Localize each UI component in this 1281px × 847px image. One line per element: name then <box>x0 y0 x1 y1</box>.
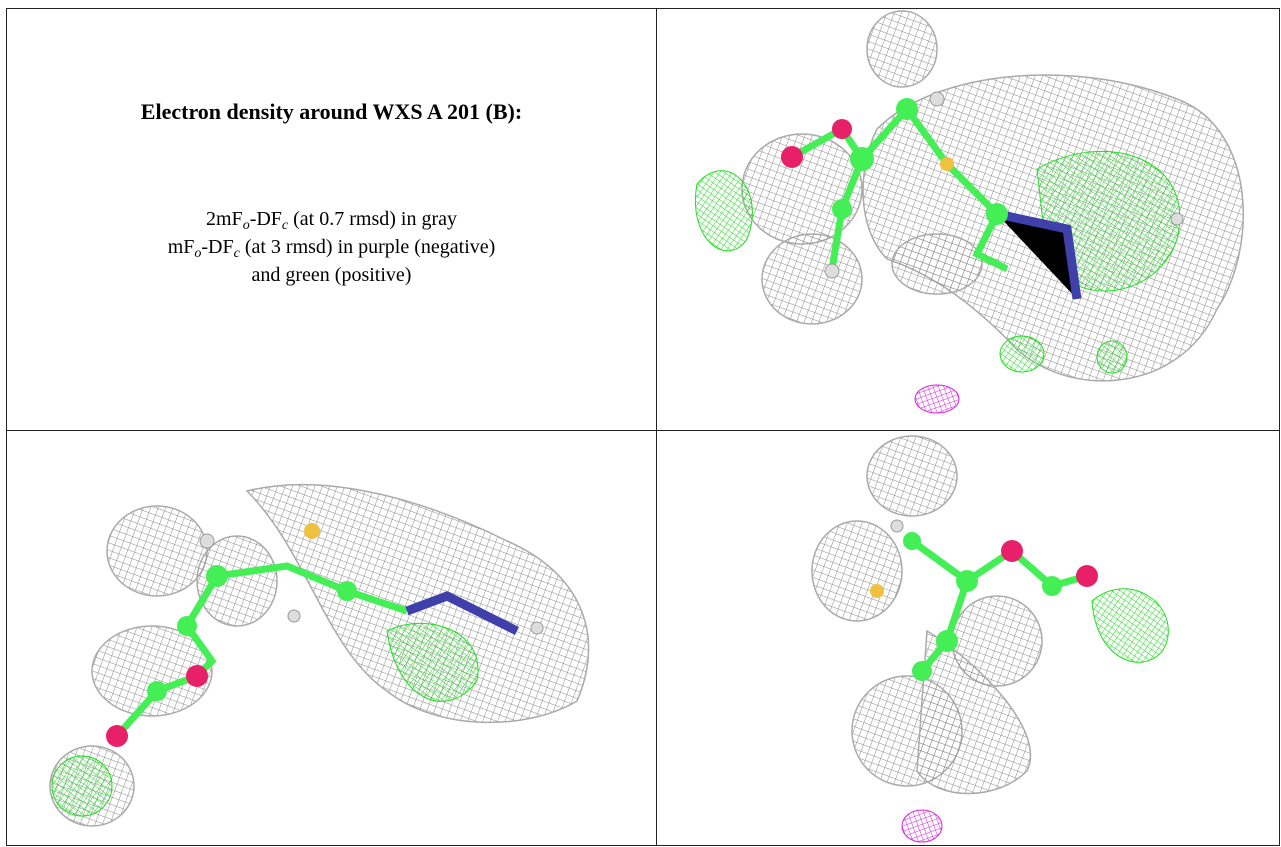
caption-line: mFo-DFc (at 3 rmsd) in purple (negative) <box>7 233 656 261</box>
density-view-2 <box>7 431 656 845</box>
image-cell <box>656 8 1280 431</box>
image-cell <box>656 430 1280 846</box>
density-view-3 <box>657 431 1279 845</box>
caption-text: 2mF <box>206 208 243 230</box>
caption-text: mF <box>168 236 195 258</box>
caption-text: -DF <box>250 208 282 230</box>
image-cell <box>6 430 657 846</box>
caption-text: and green (positive) <box>252 264 412 286</box>
caption-text: -DF <box>201 236 233 258</box>
subscript: o <box>243 218 250 233</box>
text-cell: Electron density around WXS A 201 (B): 2… <box>6 8 657 431</box>
title: Electron density around WXS A 201 (B): <box>7 99 656 125</box>
caption-text: (at 0.7 rmsd) in gray <box>288 208 457 230</box>
caption-text: (at 3 rmsd) in purple (negative) <box>240 236 495 258</box>
density-view-1 <box>657 9 1279 430</box>
caption-line: 2mFo-DFc (at 0.7 rmsd) in gray <box>7 205 656 233</box>
caption-line: and green (positive) <box>7 261 656 289</box>
figure-table: Electron density around WXS A 201 (B): 2… <box>0 0 1281 847</box>
